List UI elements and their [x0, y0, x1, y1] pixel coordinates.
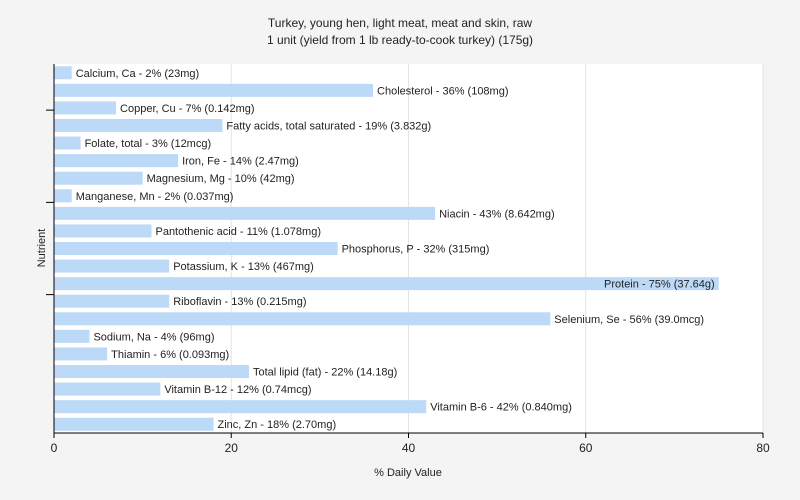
- bar-label: Niacin - 43% (8.642mg): [439, 208, 555, 220]
- bar: [54, 400, 427, 414]
- bar: [54, 66, 72, 80]
- bar: [54, 206, 436, 220]
- bar-label: Phosphorus, P - 32% (315mg): [342, 244, 490, 256]
- x-tick-label: 0: [51, 441, 58, 455]
- bar-label: Manganese, Mn - 2% (0.037mg): [76, 191, 234, 203]
- bar-label: Copper, Cu - 7% (0.142mg): [120, 103, 255, 115]
- bar: [54, 136, 81, 150]
- x-tick-label: 20: [225, 441, 239, 455]
- bar: [54, 382, 161, 396]
- bar-label: Total lipid (fat) - 22% (14.18g): [253, 367, 397, 379]
- bar: [54, 347, 108, 361]
- axes: 0 20 40 60 80: [46, 64, 770, 455]
- bar: [54, 259, 170, 273]
- y-axis-label: Nutrient: [36, 229, 48, 268]
- bar: [54, 294, 170, 308]
- bar: [54, 119, 223, 132]
- bar-label: Pantothenic acid - 11% (1.078mg): [155, 226, 320, 238]
- chart-subtitle: 1 unit (yield from 1 lb ready-to-cook tu…: [267, 33, 533, 47]
- bar: [54, 154, 179, 168]
- bar-label: Iron, Fe - 14% (2.47mg): [182, 156, 299, 168]
- bar-label: Sodium, Na - 4% (96mg): [93, 331, 214, 343]
- bar-labels: Calcium, Ca - 2% (23mg) Cholesterol - 36%…: [76, 68, 715, 431]
- bar: [54, 101, 117, 115]
- bar: [54, 189, 72, 203]
- bar-label: Magnesium, Mg - 10% (42mg): [147, 173, 295, 185]
- bar-label: Potassium, K - 13% (467mg): [173, 261, 314, 273]
- chart-title: Turkey, young hen, light meat, meat and …: [268, 16, 532, 30]
- x-tick-label: 40: [402, 441, 416, 455]
- bar-label: Calcium, Ca - 2% (23mg): [76, 68, 199, 80]
- bar: [54, 312, 551, 326]
- bar-label: Fatty acids, total saturated - 19% (3.83…: [226, 121, 431, 133]
- bar-label: Zinc, Zn - 18% (2.70mg): [218, 419, 337, 431]
- bar: [54, 277, 719, 291]
- bar-label: Selenium, Se - 56% (39.0mcg): [554, 314, 704, 326]
- bar: [54, 224, 152, 238]
- bar: [54, 171, 143, 185]
- bar-label: Cholesterol - 36% (108mg): [377, 85, 508, 97]
- bar-label: Folate, total - 3% (12mcg): [85, 138, 212, 150]
- bar: [54, 329, 90, 343]
- bar: [54, 83, 374, 97]
- bar-label: Riboflavin - 13% (0.215mg): [173, 296, 306, 308]
- x-tick-label: 80: [756, 441, 770, 455]
- bar-label: Thiamin - 6% (0.093mg): [111, 349, 229, 361]
- bars: [54, 66, 719, 431]
- bar: [54, 365, 249, 378]
- bar: [54, 417, 214, 431]
- bar: [54, 242, 338, 255]
- bar-label: Vitamin B-6 - 42% (0.840mg): [430, 402, 572, 414]
- bar-label: Protein - 75% (37.64g): [604, 279, 715, 291]
- x-axis-label: % Daily Value: [374, 467, 442, 479]
- x-tick-label: 60: [579, 441, 593, 455]
- bar-label: Vitamin B-12 - 12% (0.74mcg): [164, 384, 311, 396]
